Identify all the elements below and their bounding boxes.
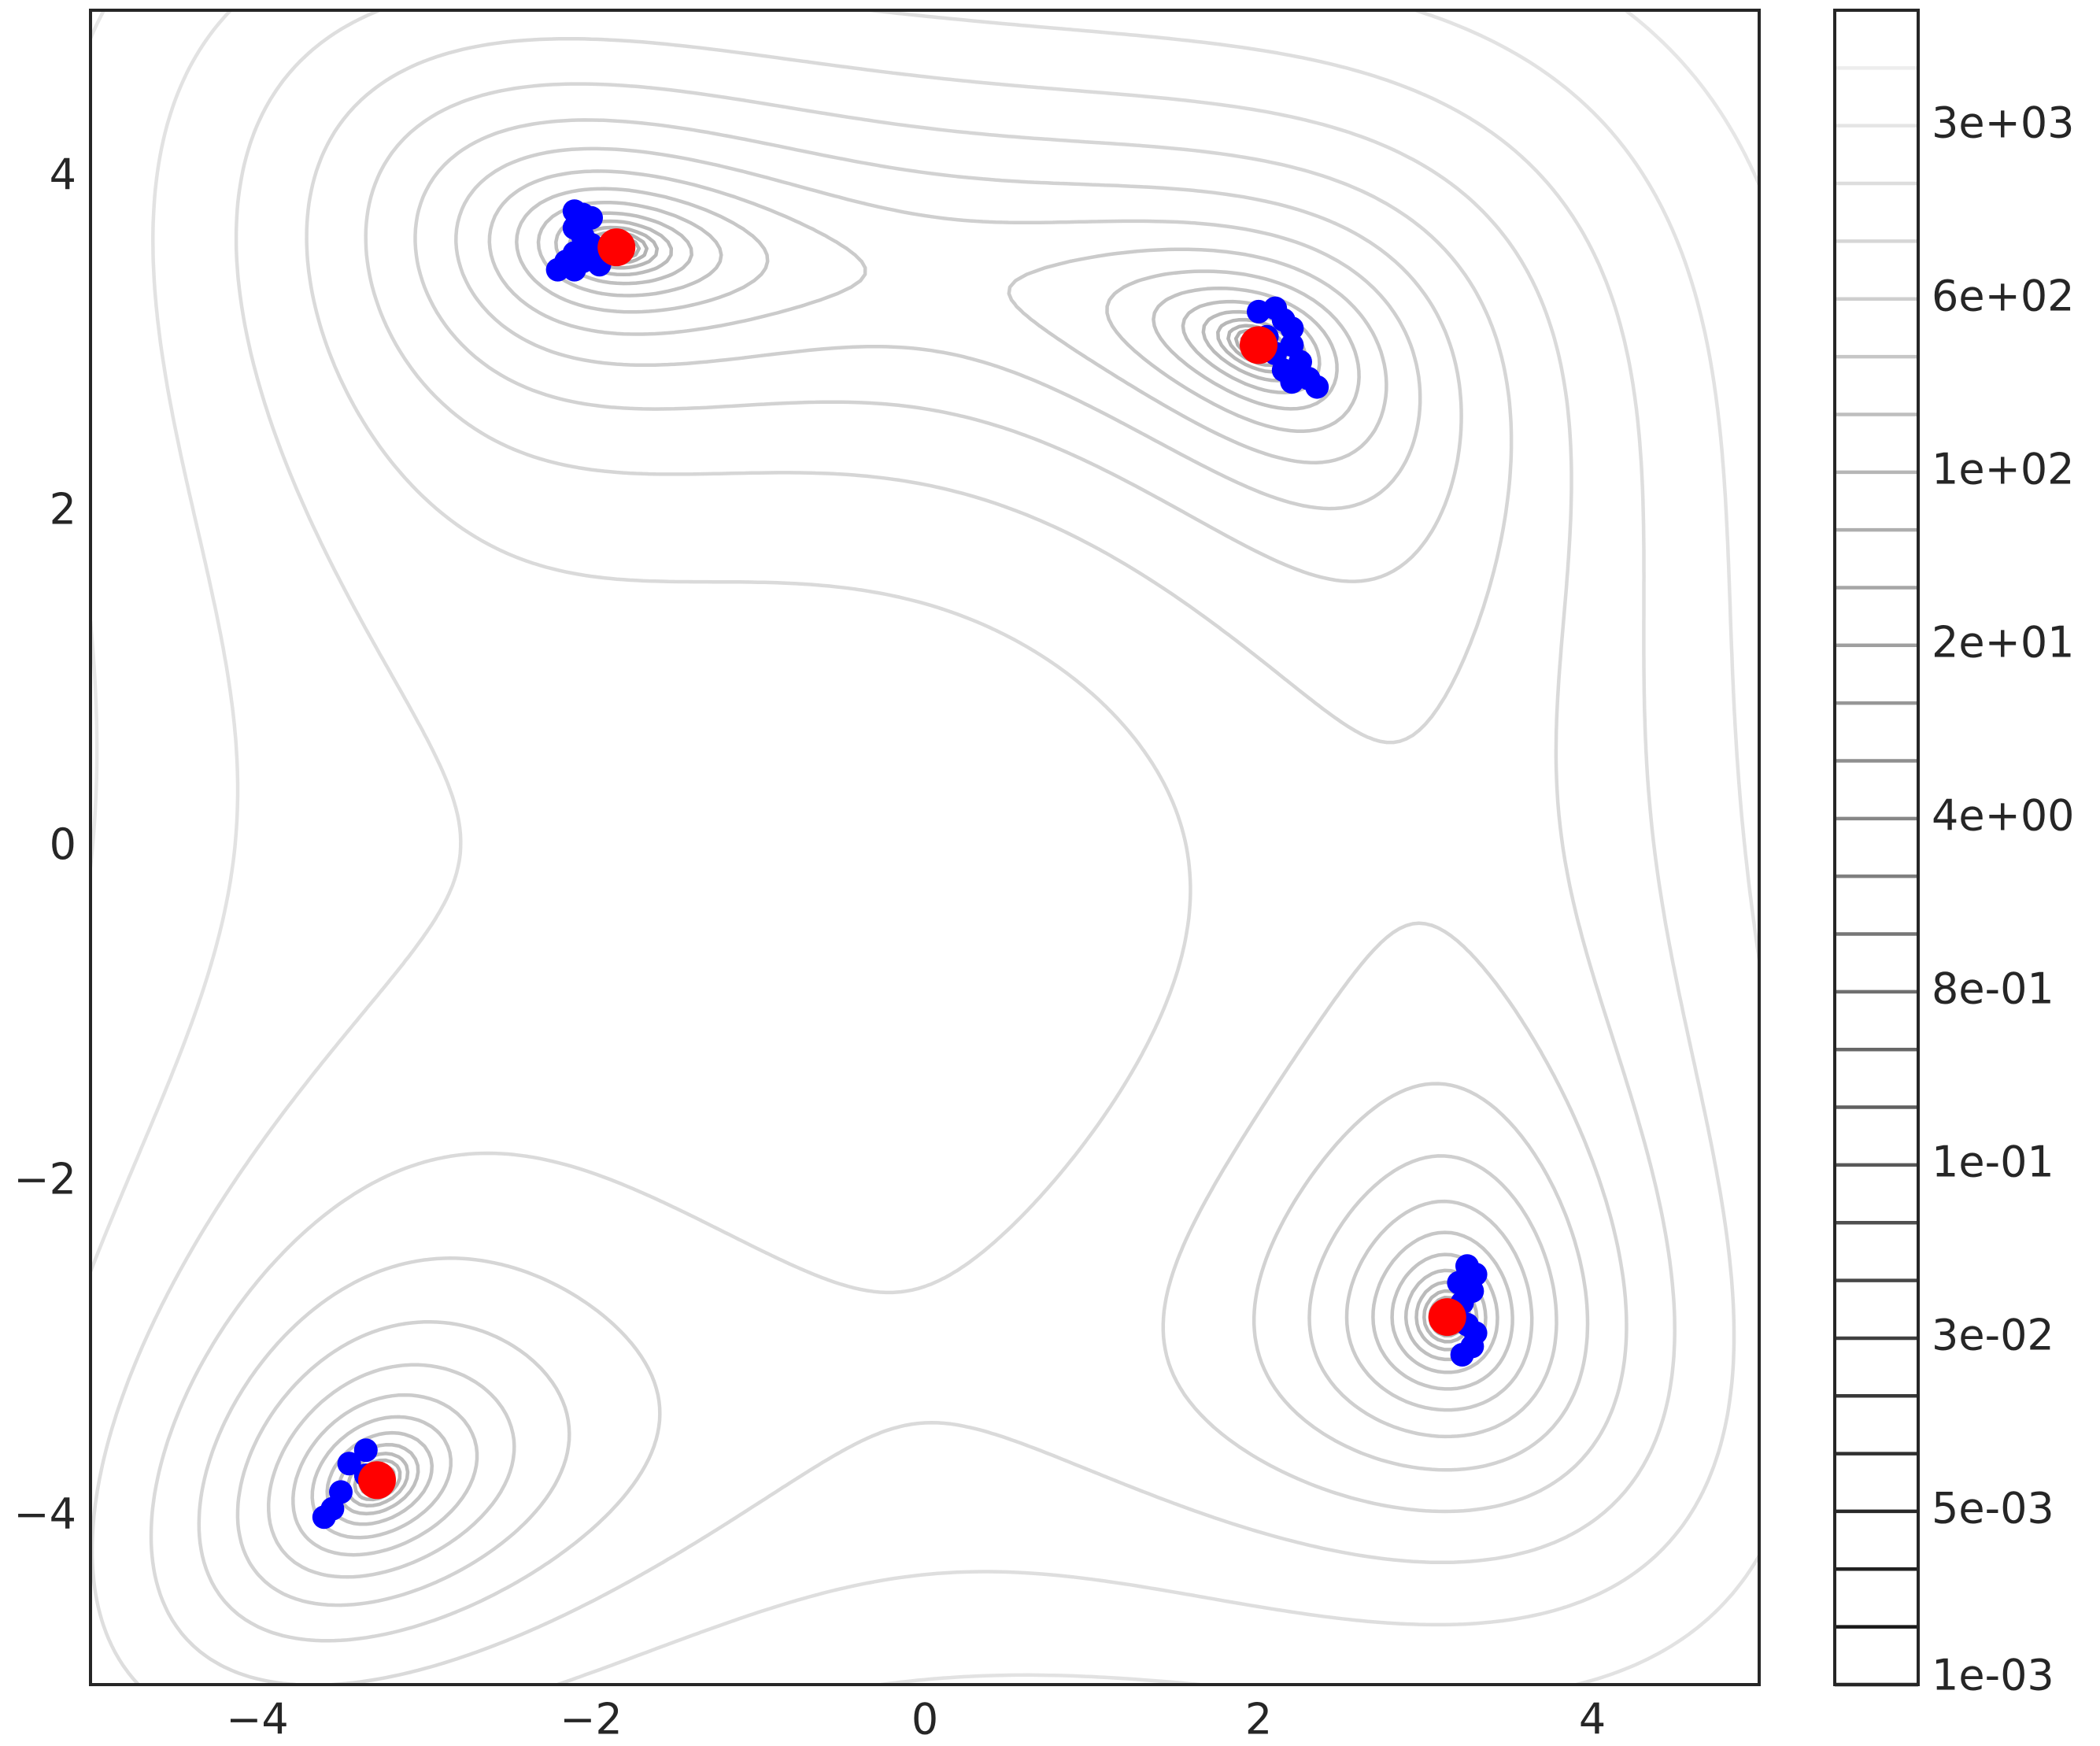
colorbar-tick-label: 6e+02 <box>1932 271 2075 320</box>
colorbar-frame <box>1833 9 1920 1686</box>
y-tick-label: 4 <box>50 150 76 199</box>
contour-line <box>366 237 1459 1490</box>
contour-line <box>371 240 1455 1485</box>
colorbar-tick-label: 1e-03 <box>1932 1651 2054 1700</box>
contours <box>91 10 1759 1685</box>
contour-line <box>346 219 1479 1507</box>
contour-line <box>369 239 1456 1488</box>
contour-line <box>310 187 1514 1540</box>
contour-line <box>615 246 1262 348</box>
contour-line <box>266 146 1558 1579</box>
colorbar-tick-label: 1e-01 <box>1932 1137 2054 1187</box>
colorbar-tick-label: 3e-02 <box>1932 1311 2054 1360</box>
colorbar-tick-label: 5e-03 <box>1932 1484 2054 1533</box>
x-tick-label: −4 <box>226 1695 289 1744</box>
x-tick-label: 4 <box>1579 1695 1606 1744</box>
colorbar-tick-label: 4e+00 <box>1932 790 2075 840</box>
scatter-point <box>562 257 586 282</box>
scatter-point <box>1305 375 1329 399</box>
contour-line <box>358 231 1466 1497</box>
contour-line <box>197 82 1629 1643</box>
scatter-point <box>1240 326 1277 364</box>
contour-line <box>613 246 1263 349</box>
scatter-point <box>1428 1298 1466 1337</box>
colorbar-tick-label: 3e+03 <box>1932 98 2075 147</box>
y-tick-label: −2 <box>13 1155 76 1204</box>
contour-line <box>149 36 1677 1685</box>
scatter-point <box>1450 1342 1474 1367</box>
contour-line <box>235 118 1590 1607</box>
contour-line <box>614 246 1262 348</box>
plot-frame <box>89 9 1761 1686</box>
colorbar-tick-label: 2e+01 <box>1932 617 2075 667</box>
scatter-point <box>358 1461 397 1500</box>
scatter-point <box>337 1452 361 1476</box>
scatter-point <box>1280 316 1304 341</box>
colorbar-tick-label: 8e-01 <box>1932 964 2054 1013</box>
scatter-point <box>545 257 570 282</box>
contour-line <box>291 169 1534 1557</box>
y-tick-label: 0 <box>50 819 76 869</box>
x-tick-label: 0 <box>911 1695 938 1744</box>
scatter-point <box>1280 370 1304 394</box>
contour-line <box>353 225 1472 1502</box>
colorbar-tick-label: 1e+02 <box>1932 444 2075 494</box>
scatter-point <box>597 228 636 267</box>
contour-line <box>91 10 1759 869</box>
x-tick-label: 2 <box>1245 1695 1272 1744</box>
scatter-point <box>353 1438 378 1463</box>
contour-line <box>91 10 1736 1685</box>
contour-line <box>362 234 1462 1493</box>
scatter-point <box>312 1505 336 1530</box>
contour-line <box>91 10 1759 1685</box>
contour-line <box>325 200 1499 1526</box>
y-tick-label: −4 <box>13 1489 76 1539</box>
x-tick-label: −2 <box>560 1695 623 1744</box>
y-tick-label: 2 <box>50 485 76 535</box>
